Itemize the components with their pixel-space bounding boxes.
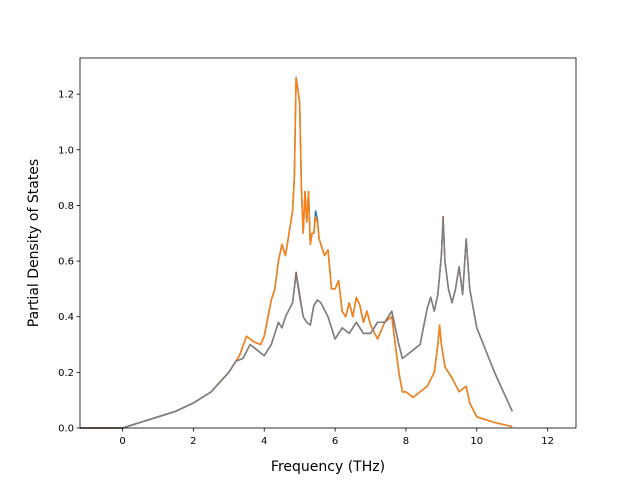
axes-frame (79, 57, 577, 429)
y-tick-label: 0.2 (58, 368, 74, 379)
series-layer (80, 76, 513, 429)
x-tick-label: 0 (119, 436, 125, 447)
y-tick-label: 0.4 (58, 312, 74, 323)
x-tick-label: 8 (403, 436, 409, 447)
x-tick-label: 10 (470, 436, 483, 447)
x-tick-label: 6 (332, 436, 338, 447)
x-ticks: 0 2 4 6 8 10 12 (119, 428, 554, 447)
y-tick-label: 1.2 (58, 90, 74, 101)
series-line-1 (80, 76, 513, 429)
x-axis-label: Frequency (THz) (271, 459, 385, 475)
x-tick-label: 2 (190, 436, 196, 447)
plot-area (80, 58, 576, 428)
y-axis-label: Partial Density of States (26, 159, 42, 327)
series-line-3 (80, 218, 513, 429)
y-tick-label: 1.0 (58, 145, 74, 156)
x-tick-label: 4 (261, 436, 267, 447)
y-ticks: 0.0 0.2 0.4 0.6 0.8 1.0 1.2 (58, 90, 80, 435)
y-tick-label: 0.8 (58, 201, 74, 212)
x-tick-label: 12 (541, 436, 554, 447)
y-tick-label: 0.0 (58, 424, 74, 435)
y-tick-label: 0.6 (58, 257, 74, 268)
